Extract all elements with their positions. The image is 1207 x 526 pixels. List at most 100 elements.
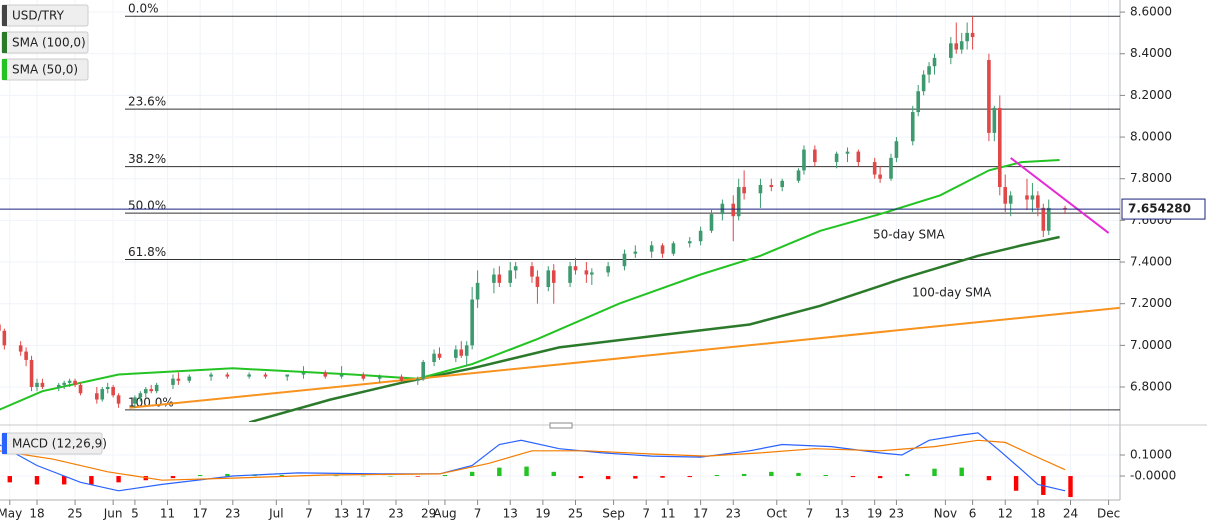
candle-body — [551, 270, 556, 283]
x-tick-label: 7 — [474, 507, 482, 521]
x-tick-label: Oct — [766, 507, 787, 521]
x-tick-label: 12 — [998, 507, 1013, 521]
candle-body — [323, 372, 328, 377]
candle-body — [1008, 195, 1013, 204]
candle-body — [95, 393, 99, 400]
histogram-bar — [197, 474, 203, 477]
histogram-bar — [442, 474, 448, 477]
x-tick-label: 17 — [356, 507, 371, 521]
last-price-label: 7.654280 — [1128, 202, 1191, 216]
candle-body — [2, 330, 7, 346]
candle-body — [927, 66, 931, 75]
x-tick-label: 11 — [160, 507, 175, 521]
candle-body — [513, 266, 518, 271]
histogram-bar — [388, 476, 393, 477]
candle-body — [475, 282, 480, 300]
histogram-bar — [34, 476, 40, 485]
candle-body — [590, 272, 594, 275]
histogram-bar — [660, 476, 665, 478]
candle-body — [247, 374, 251, 377]
candle-body — [649, 245, 654, 252]
x-tick-label: Sep — [602, 507, 625, 521]
candle-body — [100, 389, 105, 400]
candle-body — [671, 243, 676, 254]
candle-body — [736, 187, 741, 217]
x-tick-label: Dec — [1097, 507, 1120, 521]
candle-body — [40, 382, 45, 388]
candle-body — [916, 91, 920, 113]
annotation: 50-day SMA — [873, 228, 945, 242]
histogram-bar — [605, 476, 611, 480]
histogram-bar — [1068, 476, 1073, 498]
candle-body — [209, 374, 213, 377]
x-tick-label: 13 — [834, 507, 849, 521]
candle-body — [769, 184, 774, 188]
candle-body — [1003, 187, 1008, 204]
candle-body — [932, 57, 937, 67]
histogram-bar — [551, 471, 556, 477]
candle-body — [1030, 195, 1035, 200]
candle-body — [731, 203, 736, 217]
x-tick-label: 23 — [726, 507, 741, 521]
candle-body — [459, 349, 464, 356]
candle-body — [742, 187, 746, 194]
fib-label: 61.8% — [128, 245, 166, 259]
x-tick-label: 18 — [1030, 507, 1045, 521]
x-tick-label: 7 — [642, 507, 650, 521]
pane-handle[interactable] — [549, 422, 573, 429]
x-tick-label: 7 — [806, 507, 814, 521]
candle-body — [1036, 195, 1040, 208]
candle-body — [878, 174, 882, 179]
x-tick-label: Jun — [103, 507, 123, 521]
candle-body — [606, 266, 610, 273]
candle-body — [149, 389, 154, 392]
candle-body — [845, 151, 850, 154]
y-tick-label: 8.6000 — [1130, 5, 1172, 19]
candle-body — [111, 387, 115, 396]
candle-body — [377, 376, 382, 379]
candle-body — [997, 107, 1002, 188]
candle-body — [802, 149, 806, 171]
macd-line — [0, 432, 1066, 492]
candle-body — [709, 214, 714, 231]
x-tick-label: May — [0, 507, 22, 521]
candle-body — [464, 345, 469, 356]
histogram-bar — [225, 473, 230, 477]
candle-body — [492, 274, 496, 283]
candle-body — [921, 74, 926, 92]
legend-entry: SMA (50,0) — [1, 58, 89, 81]
candle-body — [432, 353, 436, 363]
x-tick-label: 7 — [305, 507, 313, 521]
candle-body — [0, 324, 1, 331]
candle-body — [138, 393, 143, 398]
candle-body — [1063, 207, 1067, 210]
candle-body — [894, 141, 899, 158]
histogram-bar — [524, 466, 529, 477]
candle-body — [992, 107, 997, 133]
candle-body — [263, 374, 268, 377]
candle-body — [470, 299, 474, 346]
x-tick-label: 11 — [660, 507, 675, 521]
candle-body — [176, 378, 181, 381]
histogram-bar — [361, 475, 366, 477]
candle-body — [171, 378, 175, 385]
x-tick-label: 25 — [568, 507, 583, 521]
x-tick-label: 19 — [535, 507, 550, 521]
x-tick-label: Jul — [268, 507, 283, 521]
y-tick-label: 7.8000 — [1130, 171, 1172, 185]
legend-swatch — [2, 433, 7, 454]
candle-body — [1046, 207, 1051, 231]
candle-body — [18, 345, 23, 352]
candle-body — [949, 43, 953, 58]
candle-body — [29, 359, 34, 388]
trend-line — [1010, 157, 1110, 234]
candle-body — [437, 353, 442, 358]
histogram-bar — [633, 476, 638, 479]
histogram-bar — [769, 471, 774, 477]
legend-label: MACD (12,26,9) — [12, 437, 107, 451]
x-tick-label: Nov — [934, 507, 957, 521]
histogram-bar — [1013, 476, 1019, 491]
legend-label: SMA (50,0) — [12, 63, 78, 77]
x-tick-label: Aug — [433, 507, 456, 521]
candle-body — [361, 374, 366, 379]
